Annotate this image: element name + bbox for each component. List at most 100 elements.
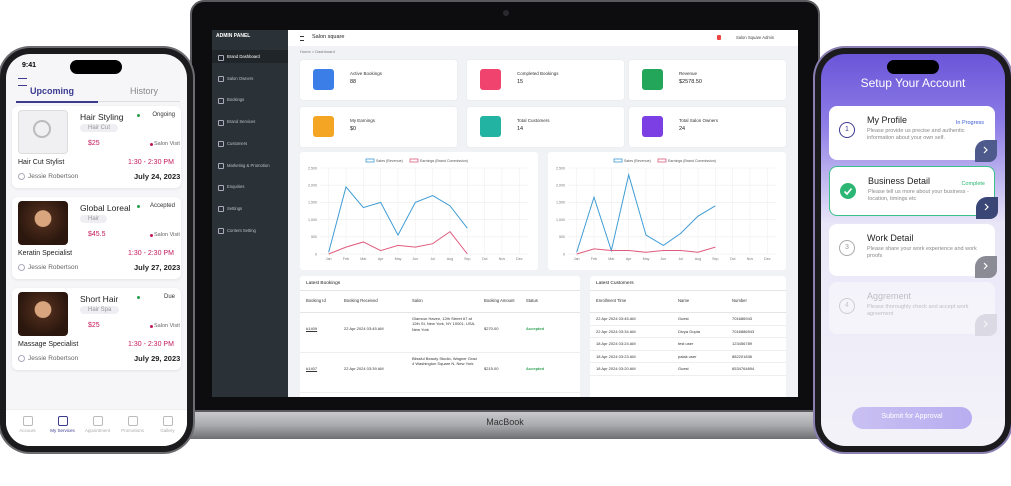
service-name: Hair Cut Stylist (18, 159, 65, 166)
table-header: Number (732, 298, 747, 303)
step-title: My Profile (867, 115, 908, 125)
series-line (328, 230, 468, 255)
menu-item[interactable]: Salon Owners (227, 75, 254, 81)
check-icon (843, 187, 853, 196)
left-phone: 9:41 Upcoming History Hair Styling Hair Cut O… (0, 48, 193, 452)
table-cell: 22 Apr 2024 03:45 AM (344, 326, 384, 331)
legend-label: Sales (Revenue) (624, 159, 651, 163)
stat-icon (313, 69, 334, 90)
appointment-time: 1:30 - 2:30 PM (128, 159, 174, 166)
y-tick-label: 500 (311, 235, 317, 239)
menu-icon (218, 184, 224, 191)
step-text: Please thoroughly check and accept work … (867, 304, 969, 318)
table-cell: $215.00 (484, 366, 499, 371)
tab[interactable]: Upcoming (30, 86, 74, 96)
table-cell: 18 Apr 2024 03:20 AM (596, 366, 636, 371)
nav-item[interactable]: Gallery (160, 428, 175, 433)
menu-item[interactable]: Settings (227, 205, 243, 211)
stat-card: Revenue $2578.50 (629, 60, 786, 100)
table-cell: $270.00 (484, 326, 499, 331)
menu-item[interactable]: Bookings (227, 97, 245, 103)
appointment-date: July 24, 2023 (134, 172, 181, 181)
table-header: Enrollment Time (596, 298, 627, 303)
step-text: Please share your work experience and wo… (867, 246, 977, 260)
menu-item[interactable]: Content Setting (227, 227, 256, 233)
stat-label: Active Bookings (350, 71, 383, 76)
stat-label: Total Salon Owners (679, 118, 719, 123)
x-tick-label: Mar (608, 257, 615, 261)
table-cell: 701686943 (732, 316, 753, 321)
table-cell: Blissful Beauty Studio, Wagner Grad 4 Wa… (412, 356, 477, 367)
appointment-image (18, 292, 68, 336)
step-arrow (975, 256, 997, 278)
step-circle (839, 122, 855, 138)
menu-icon (218, 97, 224, 104)
stat-card: Active Bookings 88 (300, 60, 457, 100)
step-arrow (975, 314, 997, 336)
menu-item[interactable]: Enquiries (227, 184, 245, 190)
table-cell: Divya Gupta (678, 328, 701, 334)
stat-label: Revenue (679, 71, 698, 76)
x-tick-label: Jul (430, 257, 435, 261)
submit-button[interactable]: Submit for Approval (852, 407, 972, 429)
status: Ongoing (152, 112, 175, 118)
stat-card: My Earnings $0 (300, 107, 457, 147)
table-cell: Accepted (526, 366, 545, 371)
tab-line (98, 101, 180, 102)
menu-item[interactable]: Customers (227, 140, 248, 146)
menu-item[interactable]: Marketing & Promotion (227, 162, 270, 168)
x-tick-label: Dec (516, 257, 523, 261)
table-cell: Guest (678, 366, 689, 371)
stat-card: Total Salon Owners 24 (629, 107, 786, 147)
legend-label: Earnings (Brand Commission) (420, 159, 468, 163)
divider (300, 352, 580, 353)
admin-user: Salon Square Admin (736, 35, 775, 40)
price: $25 (88, 322, 100, 329)
chevron-icon (983, 320, 988, 328)
step-card[interactable]: 3 Work Detail Please share your work exper… (829, 224, 997, 278)
tab[interactable]: History (130, 86, 159, 96)
x-tick-label: Aug (695, 257, 701, 261)
stat-icon (480, 116, 501, 137)
nav-item[interactable]: Appointment (84, 428, 111, 433)
y-tick-label: 500 (559, 235, 565, 239)
divider (300, 392, 580, 393)
nav-icon (23, 416, 33, 426)
legend-swatch (657, 158, 667, 163)
menu-item[interactable]: Brand Dashboard (227, 54, 260, 59)
visit-type: Salon Visit (154, 232, 180, 238)
person-icon (18, 264, 25, 271)
step-card[interactable]: Business Detail Complete Please tell us mo… (829, 166, 998, 219)
price: $25 (88, 140, 100, 147)
step-status: Complete (961, 181, 985, 187)
chevron (983, 320, 988, 328)
step-card[interactable]: 4 Aggrement Please thoroughly check and ac… (829, 282, 997, 336)
appointment-card: Hair Styling Hair Cut Ongoing $25 Salon Visi… (12, 106, 181, 188)
table-card: Latest Bookings Booking Id Booking Receive… (300, 276, 580, 397)
x-tick-label: May (395, 257, 402, 261)
menu-icon (218, 54, 224, 61)
stat-icon (642, 69, 663, 90)
appointment-date: July 27, 2023 (134, 263, 181, 272)
x-tick-label: Nov (747, 257, 754, 261)
person-icon (18, 355, 25, 362)
menu-item[interactable]: Brand Services (227, 119, 256, 125)
line-chart: 0 500 1,000 1,500 2,000 2,500 Jan Feb Mar Apr May J… (556, 158, 776, 261)
divider (590, 337, 786, 338)
table-header: Status (526, 298, 538, 303)
stat-icon (313, 116, 334, 137)
menu-icon (18, 78, 27, 86)
nav-item[interactable]: Promotions (121, 428, 144, 433)
chevron (984, 203, 989, 211)
step-card[interactable]: 1 My Profile In Progress Please provide us … (829, 106, 997, 162)
nav-item[interactable]: My Services (50, 428, 75, 433)
legend-swatch (409, 158, 419, 163)
series-line (576, 246, 716, 255)
phone-screen: 9:41 Upcoming History Hair Styling Hair Cut O… (6, 54, 187, 446)
service-title: Short Hair (80, 294, 119, 304)
nav-item[interactable]: Account (19, 428, 36, 433)
person-name: Jessie Robertson (28, 264, 79, 271)
table-header: Booking Id (306, 298, 326, 303)
y-tick-label: 2,500 (556, 166, 565, 170)
step-text: Please provide us precise and authentic … (867, 128, 965, 142)
